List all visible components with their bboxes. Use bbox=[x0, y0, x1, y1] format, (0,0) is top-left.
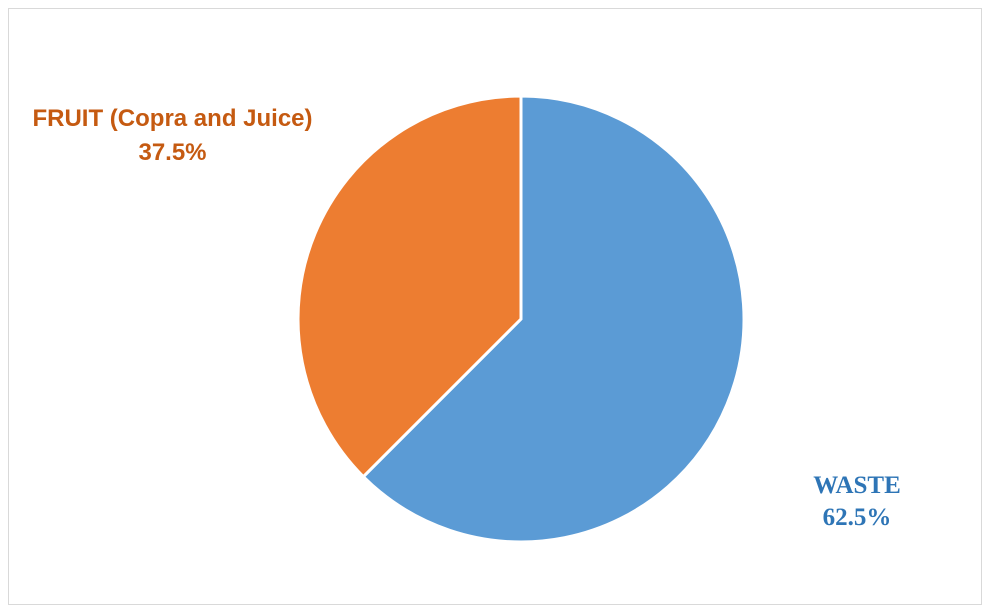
fruit-label-text: FRUIT (Copra and Juice) bbox=[32, 105, 313, 132]
pie-slice-waste bbox=[361, 94, 746, 544]
waste-value-text: 62.5% bbox=[822, 504, 892, 531]
pie-slices bbox=[296, 94, 746, 544]
fruit-slice-label: FRUIT (Copra and Juice) 37.5% bbox=[0, 102, 345, 170]
pie-slice-fruit bbox=[296, 94, 523, 479]
waste-slice-label: WASTE 62.5% bbox=[772, 470, 942, 534]
fruit-value-text: 37.5% bbox=[138, 139, 207, 166]
waste-label-text: WASTE bbox=[813, 472, 901, 499]
